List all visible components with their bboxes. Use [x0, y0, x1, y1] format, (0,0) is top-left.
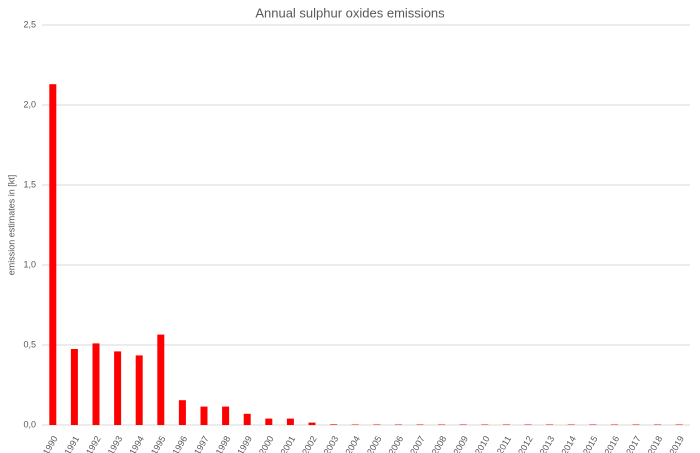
chart-title: Annual sulphur oxides emissions: [255, 5, 445, 20]
x-tick-label: 1997: [192, 434, 211, 453]
x-tick-label: 2009: [451, 434, 470, 453]
x-tick-label: 2010: [473, 434, 492, 453]
y-tick-label: 0,0: [23, 419, 36, 429]
bar: [286, 418, 294, 425]
x-tick-label: 1991: [63, 434, 82, 453]
x-tick-label: 2002: [300, 434, 319, 453]
x-tick-label: 2003: [322, 434, 341, 453]
x-tick-label: 1999: [235, 434, 254, 453]
x-tick-label: 2015: [581, 434, 600, 453]
bar: [222, 406, 230, 425]
x-tick-label: 2005: [365, 434, 384, 453]
x-tick-label: 2016: [603, 434, 622, 453]
y-tick-label: 1,5: [23, 179, 36, 189]
x-tick-label: 1992: [84, 434, 103, 453]
y-tick-label: 2,0: [23, 99, 36, 109]
x-tick-label: 2019: [667, 434, 686, 453]
bar: [243, 413, 251, 425]
y-tick-label: 2,5: [23, 19, 36, 29]
y-tick-label: 0,5: [23, 339, 36, 349]
x-tick-label: 1993: [106, 434, 125, 453]
bar: [330, 424, 338, 425]
bar: [114, 351, 122, 425]
x-tick-label: 2011: [495, 434, 513, 453]
x-tick-label: 2001: [279, 434, 298, 453]
x-tick-label: 2000: [257, 434, 276, 453]
x-tick-label: 1994: [127, 434, 146, 453]
y-axis-label: emission estimates in [kt]: [6, 175, 16, 276]
bar: [135, 355, 143, 425]
x-tick-label: 2007: [408, 434, 427, 453]
y-tick-label: 1,0: [23, 259, 36, 269]
bar: [308, 422, 316, 425]
bar: [265, 418, 273, 425]
x-tick-label: 2004: [343, 434, 362, 453]
bar: [70, 349, 78, 425]
bar: [49, 84, 57, 425]
bar: [157, 334, 165, 425]
x-tick-label: 2012: [516, 434, 535, 453]
x-tick-label: 1995: [149, 434, 168, 453]
x-tick-label: 2013: [538, 434, 557, 453]
x-tick-label: 2014: [559, 434, 578, 453]
bar: [200, 406, 208, 425]
bar: [92, 343, 100, 425]
x-tick-label: 1990: [41, 434, 60, 453]
x-tick-label: 2008: [430, 434, 449, 453]
x-tick-label: 1998: [214, 434, 233, 453]
x-tick-label: 2017: [624, 434, 643, 453]
x-tick-label: 2006: [387, 434, 406, 453]
bar: [178, 400, 186, 425]
x-tick-label: 2018: [646, 434, 665, 453]
x-tick-label: 1996: [171, 434, 190, 453]
